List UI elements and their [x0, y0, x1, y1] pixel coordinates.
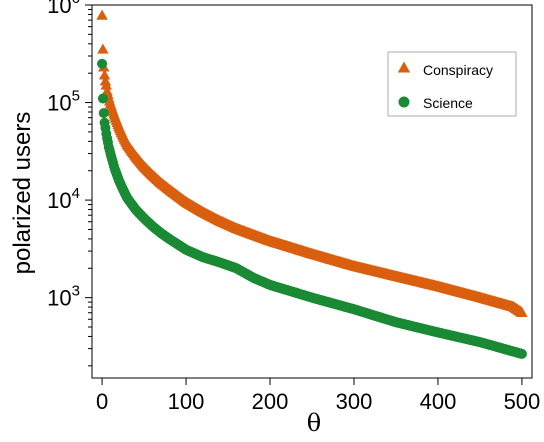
x-tick-label-0: 0	[96, 389, 108, 414]
science-point	[97, 58, 108, 69]
y-axis-title: polarized users	[9, 112, 36, 275]
plot-frame	[91, 4, 533, 379]
series-science	[97, 58, 527, 359]
legend-marker-conspiracy	[397, 61, 411, 73]
series-layer	[96, 9, 528, 359]
x-tick-label-300: 300	[336, 389, 373, 414]
legend-label-conspiracy: Conspiracy	[423, 62, 493, 78]
x-axis-title: θ	[307, 409, 321, 437]
x-tick-label-500: 500	[504, 389, 541, 414]
x-tick-label-400: 400	[420, 389, 457, 414]
y-tick-label-10-4: 104	[47, 185, 80, 213]
science-point	[516, 348, 527, 359]
y-tick-label-10-5: 105	[47, 88, 80, 116]
legend-marker-science	[398, 96, 410, 108]
series-conspiracy	[96, 9, 528, 317]
x-tick-label-100: 100	[168, 389, 205, 414]
axes-layer: 0 100 200 300 400 500 103 104 105 106	[47, 0, 540, 414]
conspiracy-point	[98, 69, 111, 80]
science-point	[98, 108, 109, 119]
conspiracy-point	[100, 79, 112, 90]
legend-box	[387, 51, 517, 117]
conspiracy-point	[516, 306, 528, 317]
legend-label-science: Science	[423, 95, 473, 111]
x-tick-label-200: 200	[252, 389, 289, 414]
y-tick-label-10-6: 106	[47, 0, 80, 18]
science-point	[97, 93, 108, 104]
legend: Conspiracy Science	[387, 51, 517, 117]
conspiracy-point	[96, 9, 108, 20]
y-tick-label-10-3: 103	[47, 283, 80, 311]
conspiracy-point	[97, 43, 109, 54]
